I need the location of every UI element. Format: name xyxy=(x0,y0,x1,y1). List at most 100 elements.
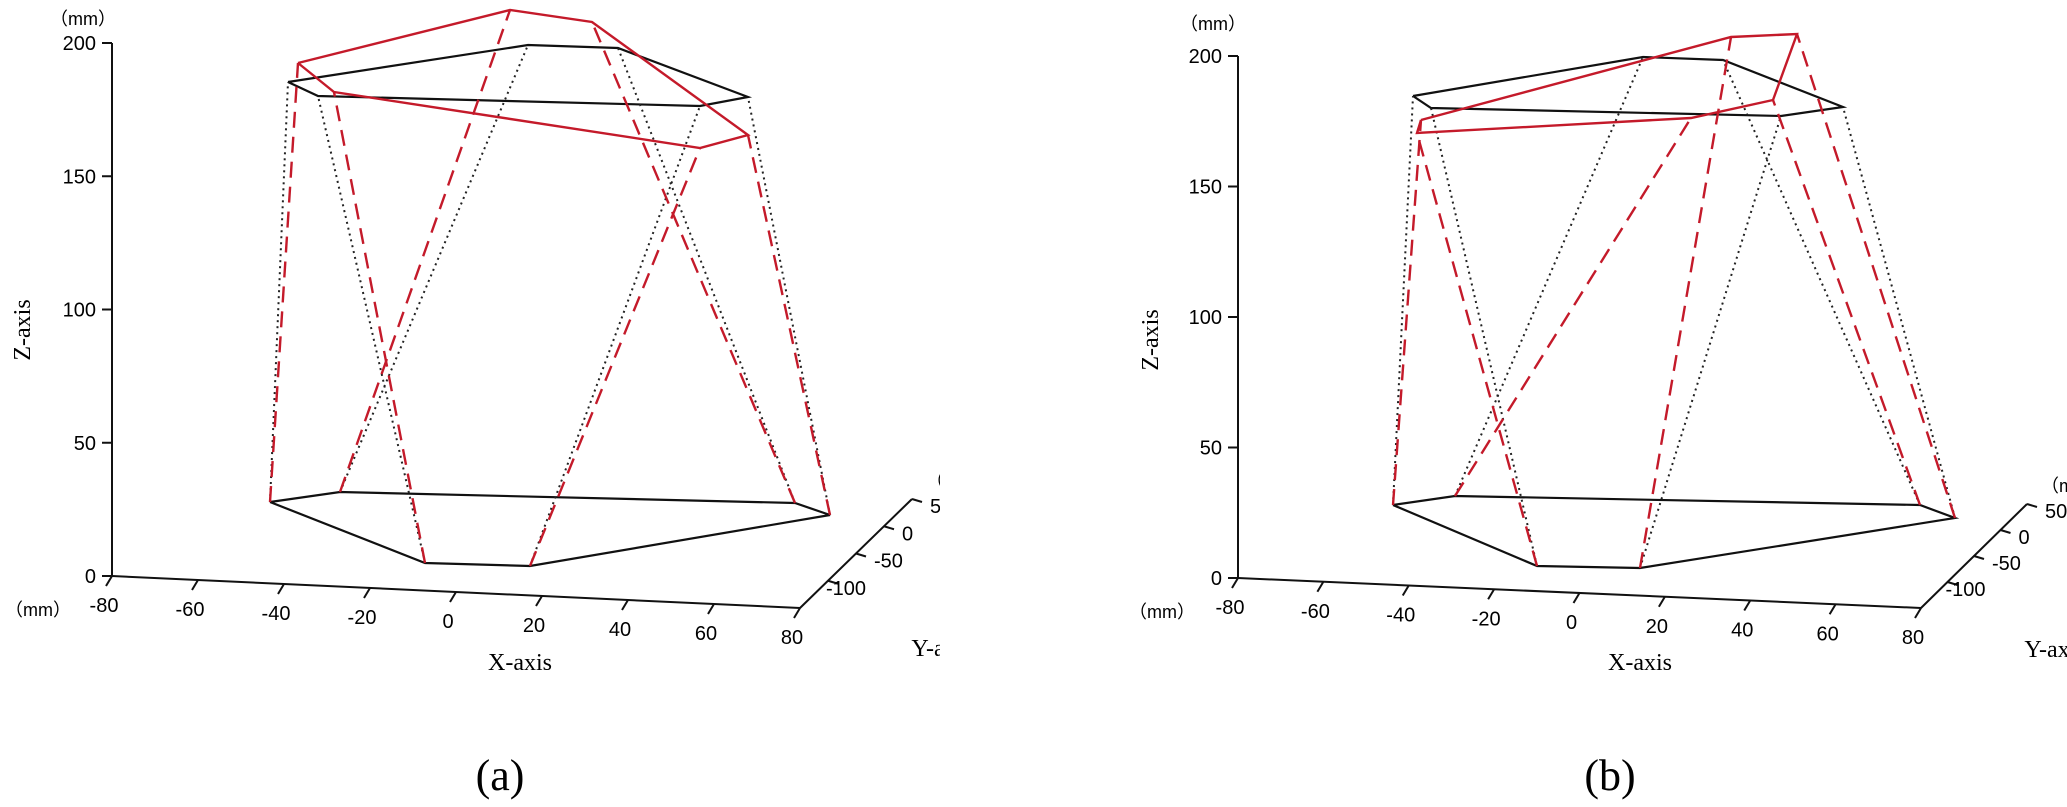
chart-b-x-tick-label: -80 xyxy=(1216,597,1245,619)
chart-a-top-plate-initial xyxy=(287,43,753,108)
chart-a-svg: 0 50 100 150 200 （mm） Z-axis -80 -60 -40 -20 0 20 40 6… xyxy=(5,8,992,800)
chart-a-z-unit: （mm） xyxy=(50,9,116,29)
chart-b-x-tick xyxy=(1316,581,1325,593)
chart-a-x-tick xyxy=(277,583,285,595)
chart-a-panel-label: (a) xyxy=(476,751,525,800)
chart-b-leg-initial xyxy=(1454,56,1644,497)
chart-b-x-tick-label: -60 xyxy=(1301,601,1330,623)
chart-b-x-tick xyxy=(1572,592,1581,604)
chart-b-panel-label: (b) xyxy=(1584,751,1635,800)
chart-a-z-tick-label: 150 xyxy=(63,166,96,188)
chart-a-z-tick-label: 50 xyxy=(74,433,96,455)
chart-a-x-tick-label: 20 xyxy=(523,615,545,637)
chart-b-leg-initial xyxy=(1842,106,1956,519)
chart-a-x-unit: （mm） xyxy=(5,600,71,620)
chart-a-x-tick xyxy=(105,575,113,587)
chart-a-leg-initial xyxy=(269,81,289,503)
chart-a-y-tick-label: -100 xyxy=(826,578,866,600)
chart-b-x-unit: （mm） xyxy=(1129,602,1195,622)
chart-b-x-tick xyxy=(1231,577,1239,589)
chart-b-leg-moved xyxy=(1638,36,1733,569)
chart-b-y-tick xyxy=(2000,529,2011,534)
chart-a-x-tick-label: 0 xyxy=(442,611,453,633)
chart-a-y-tick-label: 0 xyxy=(902,523,913,545)
chart-a-leg-moved xyxy=(338,9,512,493)
chart-a-y-tick xyxy=(855,552,867,558)
chart-a-z-axis-label: Z-axis xyxy=(10,299,36,360)
chart-panel-b: 0 50 100 150 200 （mm） Z-axis -80 -60 -40 -20 0 20 40 6… xyxy=(1125,0,2067,807)
chart-a-leg-initial xyxy=(529,105,701,567)
chart-a-leg-moved xyxy=(332,91,427,564)
chart-a-x-tick xyxy=(449,591,457,603)
chart-b-y-tick xyxy=(1947,581,1958,586)
chart-a-z-tick-label: 0 xyxy=(85,566,96,588)
chart-a-leg-moved xyxy=(590,21,797,504)
chart-a-x-tick-label: -40 xyxy=(262,603,291,625)
chart-b-z-unit: （mm） xyxy=(1180,14,1246,34)
chart-b-svg: 0 50 100 150 200 （mm） Z-axis -80 -60 -40 -20 0 20 40 6… xyxy=(1129,14,2067,800)
chart-a-x-tick-label: 80 xyxy=(781,627,803,649)
chart-a-leg-moved xyxy=(746,134,832,516)
chart-a-x-tick-label: -80 xyxy=(90,595,119,617)
chart-b-x-tick-label: 40 xyxy=(1731,620,1753,642)
chart-a-x-tick-label: 40 xyxy=(609,619,631,641)
chart-b-x-tick xyxy=(1828,603,1837,615)
chart-a-x-axis-label: X-axis xyxy=(488,650,552,676)
chart-b-leg-moved xyxy=(1391,119,1423,506)
chart-b-leg-initial xyxy=(1430,107,1538,567)
chart-b-x-tick xyxy=(1743,599,1752,612)
chart-a-x-tick xyxy=(535,595,543,607)
chart-a-leg-initial xyxy=(339,44,529,493)
chart-a-base-plate xyxy=(269,490,831,568)
chart-b-y-tick xyxy=(2026,503,2038,508)
chart-b-x-tick-label: 60 xyxy=(1817,623,1839,645)
chart-b-y-unit: （mm） xyxy=(2041,476,2067,496)
chart-b-y-tick-label: -50 xyxy=(1992,553,2021,575)
chart-b-top-plate-moved xyxy=(1415,32,1799,135)
chart-b-x-tick xyxy=(1401,584,1410,597)
chart-b-base-plate xyxy=(1392,494,1960,570)
chart-a-x-tick xyxy=(363,587,371,599)
chart-b-z-tick-label: 50 xyxy=(1200,438,1222,460)
chart-b-leg-moved xyxy=(1453,117,1693,497)
chart-panel-a: 0 50 100 150 200 （mm） Z-axis -80 -60 -40 -20 0 20 40 6… xyxy=(0,0,992,807)
chart-b-x-tick-label: 0 xyxy=(1566,612,1577,634)
chart-a-x-tick-label: -60 xyxy=(176,599,205,621)
chart-a-x-tick xyxy=(621,599,629,611)
chart-b-y-tick-label: 50 xyxy=(2045,501,2067,523)
chart-b-y-tick-label: 0 xyxy=(2019,527,2030,549)
chart-b-x-tick xyxy=(1914,607,1922,619)
chart-b-leg-moved xyxy=(1795,33,1957,519)
chart-b-top-plate-initial xyxy=(1412,55,1848,118)
chart-b-leg-moved xyxy=(1415,132,1539,567)
chart-b-z-axis-label: Z-axis xyxy=(1138,309,1164,370)
chart-b-z-tick-label: 0 xyxy=(1211,568,1222,590)
chart-a-leg-initial xyxy=(317,95,426,564)
chart-b-x-tick-label: -20 xyxy=(1472,608,1501,630)
chart-b-z-tick-label: 100 xyxy=(1189,307,1222,329)
chart-a-x-tick xyxy=(793,607,801,619)
chart-a-leg-moved xyxy=(268,62,300,503)
chart-b-z-tick-label: 150 xyxy=(1189,177,1222,199)
chart-a-leg-initial xyxy=(747,96,831,516)
chart-a-x-tick xyxy=(707,603,715,615)
chart-b-y-axis-label: Y-axis xyxy=(2024,637,2067,663)
chart-a-z-tick-label: 100 xyxy=(63,300,96,322)
chart-a-x-tick-label: 60 xyxy=(695,623,717,645)
chart-a-y-tick-label: 50 xyxy=(930,496,940,518)
chart-a-z-tick-label: 200 xyxy=(63,33,96,55)
chart-b-x-tick xyxy=(1658,596,1666,608)
chart-a-y-tick-label: -50 xyxy=(874,551,903,573)
chart-b-leg-initial xyxy=(1392,95,1414,506)
chart-b-x-tick xyxy=(1487,588,1495,600)
chart-a-leg-initial xyxy=(617,47,796,504)
chart-a-top-plate-moved xyxy=(297,8,751,150)
chart-a-y-tick xyxy=(883,525,895,531)
chart-a-y-tick xyxy=(827,579,839,585)
chart-a-y-tick xyxy=(911,498,923,503)
chart-a-leg-moved xyxy=(528,147,702,567)
chart-b-x-axis-label: X-axis xyxy=(1608,650,1672,676)
chart-b-x-tick-label: -40 xyxy=(1386,605,1415,627)
chart-b-y-tick xyxy=(1973,555,1985,560)
chart-a-y-axis-label: Y-axis xyxy=(911,636,940,662)
